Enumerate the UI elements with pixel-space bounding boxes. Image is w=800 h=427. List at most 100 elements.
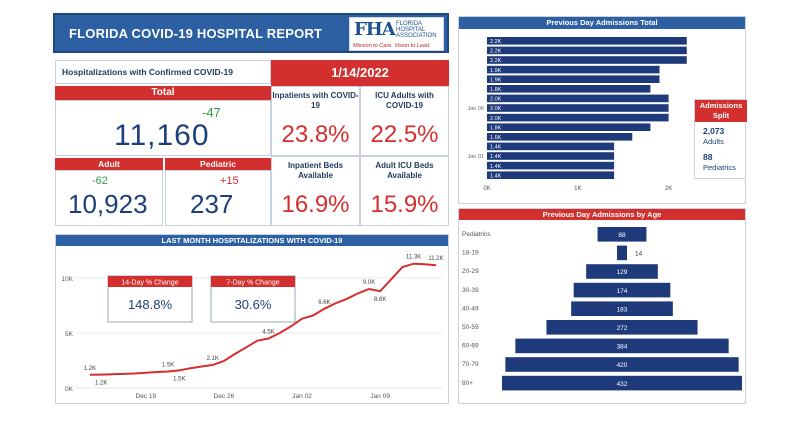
- admissions-x-tick: 0K: [483, 186, 490, 192]
- age-bar: [573, 282, 671, 298]
- line-chart-title: LAST MONTH HOSPITALIZATIONS WITH COVID-1…: [56, 235, 448, 246]
- admissions-bar-label: 1.8K: [490, 125, 502, 131]
- admissions-bar: [487, 142, 615, 151]
- metric-icu-adults: ICU Adults with COVID-19 22.5%: [360, 86, 449, 156]
- metric-adult-icu-beds-label: Adult ICU Beds Available: [375, 161, 434, 180]
- y-tick-label: 0K: [65, 386, 74, 393]
- admissions-bar-label: 1.4K: [490, 154, 502, 160]
- age-bar-label: 384: [617, 344, 628, 351]
- y-tick-label: 10K: [61, 276, 73, 283]
- metric-inpatient-beds: Inpatient Beds Available 16.9%: [271, 156, 360, 226]
- callout-label: 7-Day % Change: [226, 280, 279, 287]
- admissions-bar-label: 1.9K: [490, 77, 502, 83]
- metric-inpatient-beds-label: Inpatient Beds Available: [287, 161, 344, 180]
- admissions-bar-label: 1.4K: [490, 164, 502, 170]
- callout-header: [211, 276, 295, 287]
- pediatric-value: 237: [190, 189, 234, 219]
- logo-mark: FHA: [354, 19, 396, 40]
- x-tick-label: Jan 02: [292, 393, 312, 400]
- metric-icu-adults-value: 22.5%: [370, 121, 439, 148]
- age-bar-label: 88: [618, 232, 626, 239]
- age-category-label: 18-19: [462, 250, 479, 257]
- admissions-bar-label: 1.6K: [490, 135, 502, 141]
- callout-label: 14-Day % Change: [121, 280, 178, 287]
- admissions-bar: [487, 171, 615, 179]
- point-label: 1.5K: [162, 363, 174, 369]
- metric-adult-icu-beds: Adult ICU Beds Available 15.9%: [360, 156, 449, 226]
- y-tick-label: 5K: [65, 331, 74, 338]
- point-label: 11.2K: [428, 256, 443, 262]
- split-pediatrics-label: Pediatrics: [703, 163, 736, 172]
- total-label: Total: [55, 86, 271, 100]
- callout-value: 148.8%: [128, 297, 173, 312]
- age-bar: [597, 227, 647, 242]
- admissions-bar: [487, 46, 687, 55]
- admissions-bar: [487, 104, 669, 112]
- hospitalizations-line-chart: LAST MONTH HOSPITALIZATIONS WITH COVID-1…: [55, 234, 449, 404]
- admissions-bar: [487, 113, 669, 122]
- admissions-bar: [487, 152, 615, 160]
- age-bar: [502, 375, 742, 391]
- admissions-bar: [487, 161, 615, 170]
- point-label: 6.6K: [318, 300, 330, 306]
- age-category-label: 70-79: [462, 361, 479, 368]
- hospitalizations-heading: Hospitalizations with Confirmed COVID-19: [55, 60, 271, 84]
- hospitalizations-panel: Hospitalizations with Confirmed COVID-19…: [55, 60, 271, 226]
- hospitalizations-series-line: [89, 262, 437, 376]
- age-bar-label: 272: [617, 325, 628, 332]
- adult-label: Adult: [55, 158, 163, 170]
- age-category-label: Pediatrics: [462, 231, 491, 238]
- age-bar-label: 432: [617, 381, 628, 388]
- admissions-bar-label: 2.2K: [490, 49, 502, 55]
- age-bar: [505, 357, 739, 372]
- admissions-total-title: Previous Day Admissions Total: [459, 17, 745, 29]
- admissions-category-label: Jan 01: [467, 154, 484, 160]
- adult-card: -62 10,923: [55, 170, 163, 226]
- point-label: 1.2K: [84, 366, 96, 372]
- age-bar: [515, 338, 729, 354]
- adult-delta: -62: [92, 175, 108, 187]
- admissions-bar: [487, 37, 687, 45]
- admissions-bar-label: 1.8K: [490, 87, 502, 93]
- admissions-bar: [487, 123, 651, 131]
- metric-inpatients: Inpatients with COVID-19 23.8%: [271, 86, 360, 156]
- admissions-bar: [487, 133, 633, 141]
- point-label: 4.5K: [262, 330, 274, 336]
- age-bar-label: 174: [617, 288, 628, 295]
- split-adults-label: Adults: [703, 137, 724, 146]
- admissions-bar: [487, 75, 660, 83]
- admissions-total-chart: Previous Day Admissions Total 2.2K 2.2K 2.…: [458, 16, 747, 204]
- logo-tagline: Mission to Care. Vision to Lead.: [353, 43, 431, 49]
- callout-header: [108, 276, 192, 287]
- report-title: FLORIDA COVID-19 HOSPITAL REPORT: [69, 26, 323, 41]
- adult-value: 10,923: [68, 189, 148, 219]
- admissions-bar: [487, 94, 669, 103]
- admissions-bar-label: 1.4K: [490, 145, 502, 151]
- point-label: 1.5K: [173, 376, 185, 382]
- x-tick-label: Jan 09: [370, 393, 390, 400]
- admissions-bar-label: 1.4K: [490, 173, 502, 179]
- admissions-bar-label: 2.0K: [490, 106, 502, 112]
- pediatric-delta: +15: [220, 175, 239, 187]
- age-bar: [546, 320, 698, 335]
- admissions-bar: [487, 65, 660, 74]
- admissions-by-age-svg: Pediatrics 88 18-19 14 20-29 129 30-39 174 40-49…: [462, 227, 742, 391]
- admissions-bar-label: 2.0K: [490, 116, 502, 122]
- metric-inpatients-value: 23.8%: [281, 121, 350, 148]
- admissions-x-tick: 1K: [574, 186, 581, 192]
- admissions-bar-label: 2.2K: [490, 39, 502, 45]
- report-header: FLORIDA COVID-19 HOSPITAL REPORT FHA FLO…: [53, 13, 449, 53]
- age-category-label: 60-69: [462, 343, 479, 350]
- metric-inpatients-label: Inpatients with COVID-19: [272, 91, 359, 110]
- admissions-bar-label: 1.9K: [490, 68, 502, 74]
- age-bar: [571, 301, 673, 316]
- age-bar-label: 183: [617, 306, 628, 313]
- admissions-category-label: Jan 06: [467, 106, 484, 112]
- admissions-by-age-chart: Previous Day Admissions by Age Pediatric…: [458, 208, 746, 404]
- admissions-total-svg: 2.2K 2.2K 2.2K 1.9K 1.9K 1.8K 2.0K 2.0K 2.0K 1.8K…: [467, 37, 687, 192]
- report-date: 1/14/2022: [271, 60, 449, 86]
- x-tick-label: Dec 26: [214, 393, 235, 400]
- pediatric-card: +15 237: [165, 170, 271, 226]
- metric-icu-adults-label: ICU Adults with COVID-19: [375, 91, 434, 110]
- age-category-label: 40-49: [462, 305, 479, 312]
